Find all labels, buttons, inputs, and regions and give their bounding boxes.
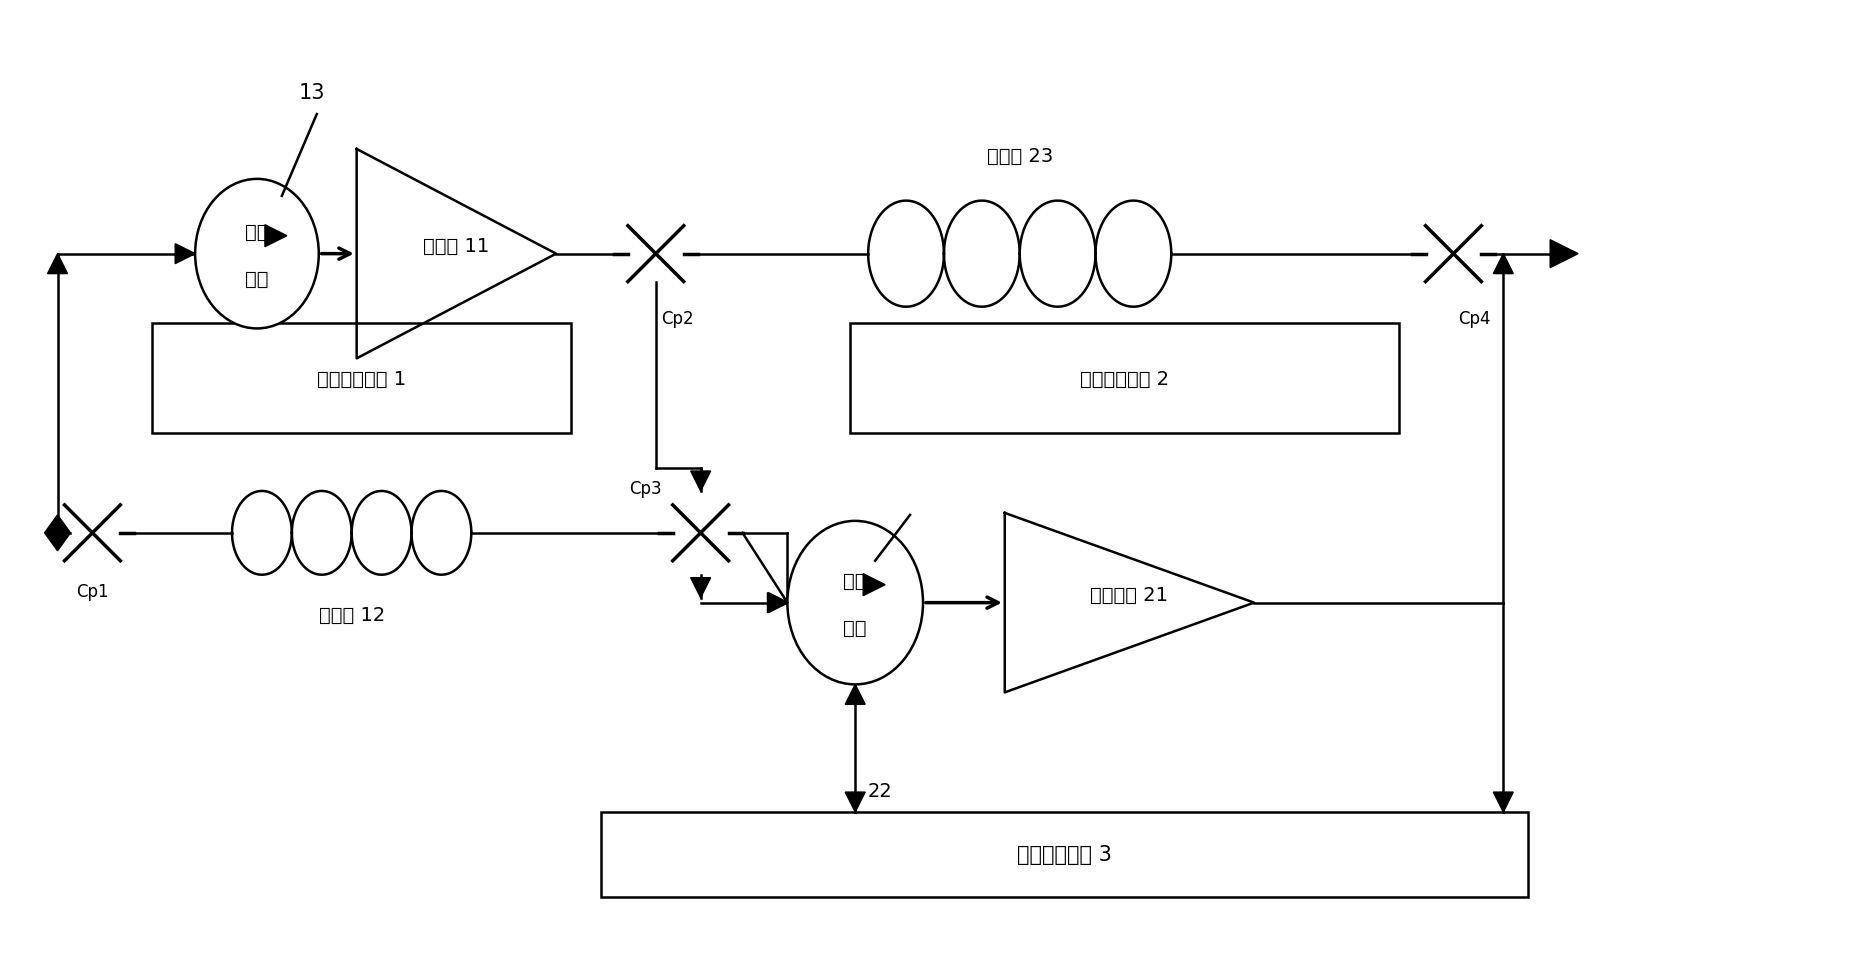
Text: Cp2: Cp2	[661, 310, 694, 328]
Text: 载波抗消环路 1: 载波抗消环路 1	[317, 370, 405, 389]
Polygon shape	[1549, 240, 1579, 269]
Bar	[602, 812, 1529, 897]
Polygon shape	[265, 226, 287, 248]
Polygon shape	[846, 792, 864, 812]
Text: 幅相: 幅相	[844, 572, 866, 591]
Text: 延迟线 12: 延迟线 12	[318, 605, 385, 624]
Text: 误差抗消环路 2: 误差抗消环路 2	[1079, 370, 1170, 389]
Polygon shape	[768, 593, 789, 613]
Text: 幅相: 幅相	[244, 223, 268, 242]
Text: 延迟线 23: 延迟线 23	[987, 147, 1053, 166]
Text: 自动控制单元 3: 自动控制单元 3	[1018, 844, 1112, 864]
Text: 调节: 调节	[844, 618, 866, 638]
Ellipse shape	[787, 521, 924, 684]
Bar	[850, 324, 1399, 434]
Polygon shape	[768, 593, 787, 613]
Text: Cp3: Cp3	[629, 479, 663, 497]
Text: 主功放 11: 主功放 11	[424, 237, 489, 256]
Polygon shape	[863, 574, 885, 596]
Bar	[152, 324, 572, 434]
Polygon shape	[690, 578, 711, 598]
Polygon shape	[176, 244, 194, 264]
Polygon shape	[690, 472, 711, 492]
Polygon shape	[846, 684, 864, 704]
Text: 22: 22	[868, 781, 892, 800]
Polygon shape	[48, 254, 67, 274]
Ellipse shape	[194, 180, 318, 329]
Text: Cp1: Cp1	[76, 582, 109, 600]
Text: 调节: 调节	[244, 270, 268, 289]
Text: 误差功放 21: 误差功放 21	[1090, 585, 1168, 604]
Text: 13: 13	[298, 83, 326, 103]
Polygon shape	[1494, 254, 1514, 274]
Polygon shape	[1494, 792, 1514, 812]
Text: Cp4: Cp4	[1459, 310, 1490, 328]
Polygon shape	[44, 516, 70, 551]
